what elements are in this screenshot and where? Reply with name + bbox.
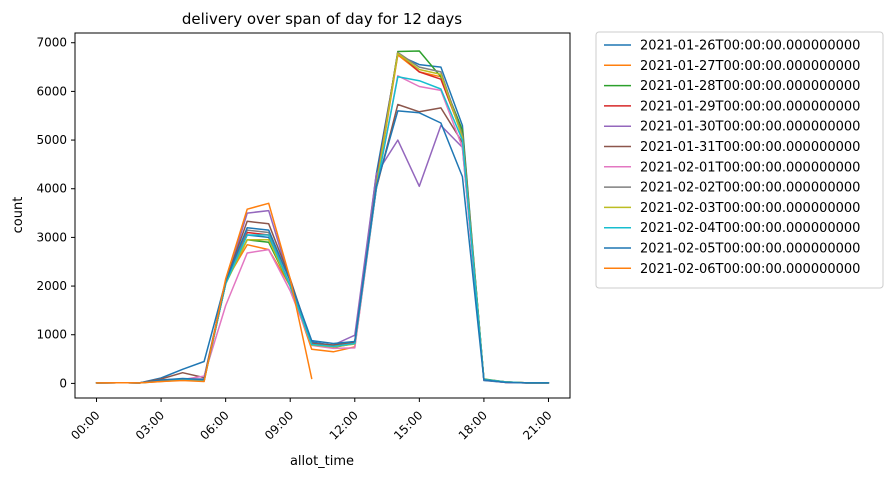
y-tick-label: 3000 bbox=[36, 230, 67, 244]
x-tick-label: 06:00 bbox=[197, 408, 231, 442]
series-line-3 bbox=[95, 50, 550, 384]
y-tick-label: 4000 bbox=[36, 182, 67, 196]
legend-label: 2021-01-30T00:00:00.000000000 bbox=[640, 120, 860, 135]
legend-label: 2021-02-06T00:00:00.000000000 bbox=[640, 262, 860, 277]
series-line-11 bbox=[95, 110, 550, 384]
legend-label: 2021-02-01T00:00:00.000000000 bbox=[640, 160, 860, 175]
x-tick-label: 18:00 bbox=[456, 408, 490, 442]
y-tick-label: 1000 bbox=[36, 328, 67, 342]
series-line-12 bbox=[95, 202, 313, 384]
chart-title: delivery over span of day for 12 days bbox=[182, 10, 462, 28]
x-tick-label: 15:00 bbox=[391, 408, 425, 442]
legend-label: 2021-01-27T00:00:00.000000000 bbox=[640, 59, 860, 74]
plot-lines bbox=[95, 50, 550, 384]
x-tick-label: 21:00 bbox=[520, 408, 554, 442]
series-line-10 bbox=[95, 76, 550, 384]
y-axis-label: count bbox=[11, 197, 26, 234]
x-tick-label: 00:00 bbox=[68, 408, 102, 442]
y-tick-label: 5000 bbox=[36, 133, 67, 147]
legend-label: 2021-01-31T00:00:00.000000000 bbox=[640, 140, 860, 155]
x-axis: 00:00 03:00 06:00 09:00 12:00 15:00 18:00 21:00 bbox=[68, 398, 555, 443]
legend-label: 2021-02-03T00:00:00.000000000 bbox=[640, 201, 860, 216]
x-tick-label: 03:00 bbox=[133, 408, 167, 442]
y-tick-label: 7000 bbox=[36, 36, 67, 50]
x-tick-label: 09:00 bbox=[262, 408, 296, 442]
legend: 2021-01-26T00:00:00.000000000 2021-01-27T… bbox=[595, 31, 884, 289]
y-tick-label: 0 bbox=[59, 376, 67, 390]
legend-frame bbox=[595, 31, 884, 289]
y-tick-label: 6000 bbox=[36, 84, 67, 98]
legend-label: 2021-02-05T00:00:00.000000000 bbox=[640, 242, 860, 257]
legend-label: 2021-01-28T00:00:00.000000000 bbox=[640, 79, 860, 94]
x-tick-label: 12:00 bbox=[327, 408, 361, 442]
x-axis-label: allot_time bbox=[290, 454, 354, 469]
y-tick-label: 2000 bbox=[36, 279, 67, 293]
legend-label: 2021-02-02T00:00:00.000000000 bbox=[640, 181, 860, 196]
legend-label: 2021-02-04T00:00:00.000000000 bbox=[640, 221, 860, 236]
legend-label: 2021-01-26T00:00:00.000000000 bbox=[640, 39, 860, 54]
plot-frame bbox=[74, 32, 571, 399]
legend-label: 2021-01-29T00:00:00.000000000 bbox=[640, 99, 860, 114]
legend-items: 2021-01-26T00:00:00.000000000 2021-01-27T… bbox=[604, 39, 860, 277]
y-axis: 0 1000 2000 3000 4000 5000 6000 7000 bbox=[36, 36, 75, 390]
